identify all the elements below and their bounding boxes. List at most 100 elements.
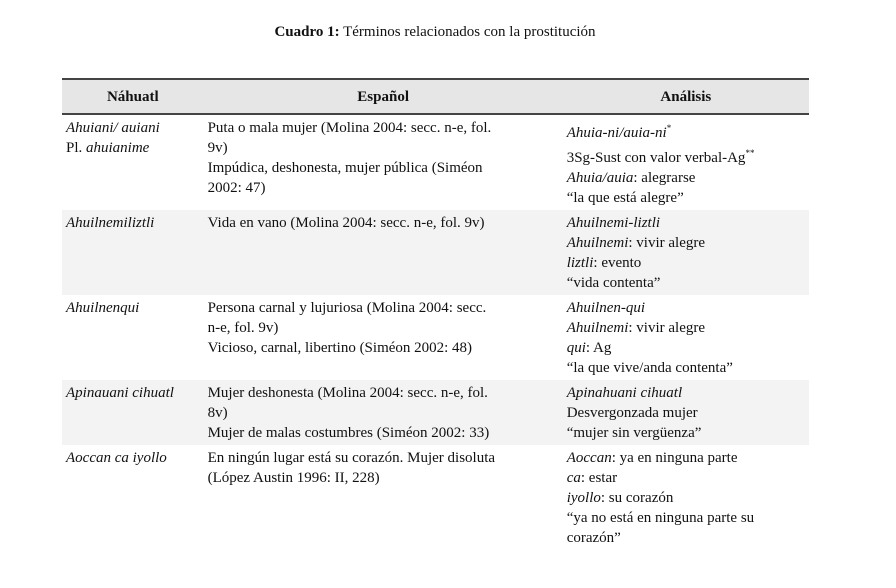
cell-line: Aoccan: ya en ninguna parte <box>567 448 805 468</box>
text-segment: : alegrarse <box>633 170 696 186</box>
cell-line: Aoccan ca iyollo <box>66 448 200 468</box>
text-segment: 2002: 47) <box>207 180 266 196</box>
nahuatl-cell: Ahuilnenqui <box>62 295 204 380</box>
cell-line: Ahuilnen-qui <box>567 298 805 318</box>
analisis-cell: Aoccan: ya en ninguna parte ca: estar iyol… <box>563 445 809 550</box>
text-segment: : evento <box>593 255 642 271</box>
text-segment: Aoccan <box>566 450 612 466</box>
text-segment: “vida contenta” <box>566 275 661 291</box>
text-segment: Apinahuani cihuatl <box>566 385 683 401</box>
nahuatl-cell: Ahuiani/ auiani Pl. ahuianime <box>62 114 204 210</box>
cell-line: iyollo: su corazón <box>567 488 805 508</box>
cell-line: Ahuilnemiliztli <box>66 213 200 233</box>
cell-line: Ahuilnenqui <box>66 298 200 318</box>
terms-table: Náhuatl Español Análisis Ahuiani/ auiani… <box>62 78 809 550</box>
nahuatl-cell: Ahuilnemiliztli <box>62 210 204 295</box>
cell-line: 3Sg-Sust con valor verbal-Ag** <box>567 143 805 168</box>
table-row: Ahuiani/ auiani Pl. ahuianime Puta o mala … <box>62 114 809 210</box>
text-segment: corazón” <box>566 530 621 546</box>
cell-line: Ahuilnemi: vivir alegre <box>567 233 805 253</box>
text-segment: Ahuia-ni/auia-ni <box>566 125 667 141</box>
text-segment: 3Sg-Sust con valor verbal-Ag <box>566 150 746 166</box>
text-segment: liztli <box>566 255 594 271</box>
espanol-cell: En ningún lugar está su corazón. Mujer d… <box>204 445 563 550</box>
espanol-cell: Puta o mala mujer (Molina 2004: secc. n-… <box>204 114 563 210</box>
text-segment: Ahuilnenqui <box>66 300 140 316</box>
espanol-cell: Persona carnal y lujuriosa (Molina 2004:… <box>204 295 563 380</box>
cell-line: Ahuilnemi-liztli <box>567 213 805 233</box>
table-row: Aoccan ca iyollo En ningún lugar está su … <box>62 445 809 550</box>
text-segment: “ya no está en ninguna parte su <box>566 510 755 526</box>
text-segment: En ningún lugar está su corazón. Mujer d… <box>207 450 496 466</box>
text-segment: Mujer deshonesta (Molina 2004: secc. n-e… <box>207 385 488 401</box>
header-row: Náhuatl Español Análisis <box>62 78 809 115</box>
text-segment: Puta o mala mujer (Molina 2004: secc. n-… <box>207 120 492 136</box>
text-segment: ca <box>566 470 581 486</box>
text-segment: “la que vive/anda contenta” <box>566 360 733 376</box>
text-segment: Ahuia/auia <box>566 170 634 186</box>
text-segment: : Ag <box>585 340 612 356</box>
espanol-cell: Mujer deshonesta (Molina 2004: secc. n-e… <box>203 380 563 445</box>
cell-line: “mujer sin vergüenza” <box>567 423 805 443</box>
analisis-cell: Ahuia-ni/auia-ni* 3Sg-Sust con valor verb… <box>563 114 809 210</box>
text-segment: “mujer sin vergüenza” <box>566 425 702 441</box>
caption-text: Términos relacionados con la prostitució… <box>339 24 596 40</box>
cell-line: “ya no está en ninguna parte su <box>567 508 805 528</box>
table-row: Apinauani cihuatl Mujer deshonesta (Molin… <box>62 380 809 445</box>
text-segment: qui <box>566 340 586 356</box>
header-espanol: Español <box>203 78 563 115</box>
text-segment: ahuianime <box>86 140 150 156</box>
text-segment: : estar <box>580 470 618 486</box>
cell-line: (López Austin 1996: II, 228) <box>208 468 559 488</box>
header-analisis: Análisis <box>562 78 809 115</box>
text-segment: Vicioso, carnal, libertino (Siméon 2002:… <box>207 340 473 356</box>
nahuatl-cell: Apinauani cihuatl <box>62 380 204 445</box>
text-segment: Ahuilnemiliztli <box>66 215 155 231</box>
text-segment: Ahuiani/ auiani <box>66 120 160 136</box>
cell-line: Apinauani cihuatl <box>66 383 200 403</box>
text-segment: Apinauani cihuatl <box>66 385 174 401</box>
table-row: Ahuilnemiliztli Vida en vano (Molina 2004… <box>62 210 809 295</box>
table-row: Ahuilnenqui Persona carnal y lujuriosa (M… <box>62 295 809 380</box>
cell-line: Persona carnal y lujuriosa (Molina 2004:… <box>208 298 559 318</box>
text-segment: (López Austin 1996: II, 228) <box>207 470 380 486</box>
cell-line: “vida contenta” <box>567 273 805 293</box>
analisis-cell: Ahuilnen-qui Ahuilnemi: vivir alegre qui: … <box>563 295 809 380</box>
cell-line: “la que está alegre” <box>567 188 805 208</box>
cell-line: Mujer deshonesta (Molina 2004: secc. n-e… <box>208 383 559 403</box>
cell-line: “la que vive/anda contenta” <box>567 358 805 378</box>
text-segment: Aoccan ca iyollo <box>66 450 167 466</box>
footnote-mark: ** <box>745 148 755 158</box>
cell-line: Apinahuani cihuatl <box>567 383 805 403</box>
cell-line: n-e, fol. 9v) <box>208 318 559 338</box>
header-nahuatl: Náhuatl <box>62 78 204 115</box>
text-segment: : vivir alegre <box>628 320 706 336</box>
cell-line: Puta o mala mujer (Molina 2004: secc. n-… <box>208 118 559 138</box>
table-caption: Cuadro 1: Términos relacionados con la p… <box>0 24 870 41</box>
text-segment: Ahuilnen-qui <box>566 300 646 316</box>
analisis-cell: Apinahuani cihuatl Desvergonzada mujer “mu… <box>562 380 809 445</box>
cell-line: Mujer de malas costumbres (Siméon 2002: … <box>208 423 559 443</box>
cell-line: En ningún lugar está su corazón. Mujer d… <box>208 448 559 468</box>
cell-line: Ahuiani/ auiani <box>66 118 200 138</box>
text-segment: Impúdica, deshonesta, mujer pública (Sim… <box>207 160 483 176</box>
cell-line: 9v) <box>208 138 559 158</box>
text-segment: iyollo <box>566 490 601 506</box>
cell-line: 8v) <box>208 403 559 423</box>
cell-line: liztli: evento <box>567 253 805 273</box>
text-segment: Ahuilnemi-liztli <box>566 215 661 231</box>
text-segment: Pl. <box>66 140 87 156</box>
text-segment: Desvergonzada mujer <box>566 405 698 421</box>
footnote-mark: * <box>666 123 672 133</box>
text-segment: 8v) <box>207 405 228 421</box>
cell-line: Vicioso, carnal, libertino (Siméon 2002:… <box>208 338 559 358</box>
text-segment: Persona carnal y lujuriosa (Molina 2004:… <box>207 300 487 316</box>
cell-line: 2002: 47) <box>208 178 559 198</box>
text-segment: Ahuilnemi <box>566 235 629 251</box>
text-segment: “la que está alegre” <box>566 190 684 206</box>
caption-label: Cuadro 1: <box>274 24 340 40</box>
cell-line: Pl. ahuianime <box>66 138 200 158</box>
espanol-cell: Vida en vano (Molina 2004: secc. n-e, fo… <box>203 210 563 295</box>
text-segment: Mujer de malas costumbres (Siméon 2002: … <box>207 425 490 441</box>
text-segment: n-e, fol. 9v) <box>207 320 279 336</box>
